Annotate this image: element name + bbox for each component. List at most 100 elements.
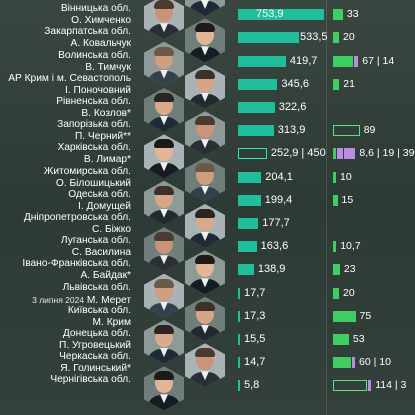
- person-name: П. Угровецький: [59, 340, 131, 351]
- chart-row: Житомирська обл. О. Білошицький 204,1 10: [0, 157, 415, 202]
- person-label: О. Білошицький: [0, 178, 131, 190]
- person-name: В. Лимар*: [83, 154, 131, 166]
- value-label: 5,8: [244, 379, 260, 392]
- value-bar: [238, 9, 324, 21]
- row-label: АР Крим і м. Севастополь І. Поночовний: [0, 73, 131, 97]
- secondary-label: 67 | 14: [362, 54, 395, 67]
- value-label: 313,9: [277, 124, 306, 137]
- portrait-hair: [154, 139, 174, 149]
- value-label: 345,6: [281, 77, 309, 90]
- person-label: Я. Голинський*: [0, 363, 131, 375]
- secondary-label: 8,6 | 19 | 39: [359, 147, 415, 160]
- person-label: І. Домущей: [0, 201, 131, 213]
- portrait-hair: [195, 116, 215, 126]
- row-label: Івано-Франківська обл. А. Байдак*: [0, 258, 131, 282]
- chart-row: Черкаська обл. Я. Голинський* 14,7 60 | 10: [0, 343, 415, 388]
- person-name: С. Василина: [71, 247, 131, 259]
- person-name: М. Крим: [92, 316, 131, 328]
- person-label: С. Василина: [0, 247, 131, 259]
- value-label: 163,6: [260, 240, 289, 253]
- row-label: Закарпатська обл. А. Ковальчук: [0, 26, 131, 50]
- secondary-label: 21: [343, 77, 355, 90]
- region-label: Одеська обл.: [68, 188, 131, 200]
- secondary-bar: [333, 357, 351, 369]
- chart-row: Київська обл. М. Крим 17,3 75: [0, 296, 415, 341]
- portrait-collar: [201, 232, 209, 241]
- secondary-bar: [333, 241, 337, 253]
- value-bar: [238, 102, 275, 113]
- value-label: 753,9: [256, 8, 284, 21]
- value-bar: [238, 171, 262, 183]
- row-label: Волинська обл. В. Тимчук: [0, 50, 131, 74]
- region-label: Чернігівська обл.: [50, 374, 131, 386]
- column-divider: [326, 0, 327, 415]
- secondary-label: 75: [359, 309, 372, 322]
- secondary-bar: [333, 194, 338, 206]
- value-label: 533,5: [300, 31, 328, 44]
- person-name: І. Домущей: [77, 200, 131, 212]
- portrait-hair: [195, 255, 215, 265]
- person-portrait-icon: [185, 250, 225, 295]
- row-label: Луганська обл. С. Василина: [0, 235, 131, 259]
- portrait-hair: [154, 325, 174, 334]
- region-label: Харківська обл.: [57, 142, 131, 154]
- region-label: Житомирська обл.: [43, 165, 131, 177]
- secondary-label: 20: [343, 286, 355, 299]
- chart-row: Волинська обл. В. Тимчук 419,7 67 | 14: [0, 41, 415, 86]
- value-label: 15,5: [244, 333, 266, 345]
- person-label: О. Химченко: [0, 15, 131, 27]
- secondary-label: 23: [343, 263, 356, 276]
- secondary-bar: [333, 148, 336, 160]
- value-label: 322,6: [278, 101, 307, 113]
- value-label: 419,7: [289, 54, 318, 67]
- person-label: П. Черний**: [0, 131, 131, 143]
- person-label: В. Лимар*: [0, 154, 131, 166]
- value-bar: [238, 241, 257, 253]
- region-label: Волинська обл.: [58, 49, 131, 61]
- row-label: Донецька обл. П. Угровецький: [0, 328, 131, 352]
- value-bar: [238, 357, 240, 369]
- person-name: В. Тимчук: [85, 61, 131, 73]
- secondary-label: 114 | 3: [375, 379, 407, 392]
- chart-row: Івано-Франківська обл. А. Байдак* 138,9 23: [0, 250, 415, 295]
- person-label: В. Тимчук: [0, 62, 131, 74]
- portrait-collar: [201, 371, 209, 381]
- row-label: Запорізька обл. П. Черний**: [0, 119, 131, 143]
- secondary-label: 10,7: [340, 240, 361, 253]
- value-label: 177,7: [262, 217, 290, 229]
- region-label: Черкаська обл.: [59, 351, 131, 363]
- region-label: Рівненська обл.: [56, 96, 131, 107]
- value-bar: [238, 148, 267, 160]
- person-label: 3 липня 2024 М. Мерет: [0, 294, 131, 307]
- person-portrait-icon: [144, 41, 184, 86]
- chart-row: Запорізька обл. П. Черний** 313,9 89: [0, 111, 415, 156]
- value-label: 252,9 | 450: [270, 147, 326, 160]
- person-portrait-icon: [185, 343, 225, 388]
- person-label: І. Поночовний: [0, 85, 131, 97]
- value-bar: [238, 334, 240, 345]
- secondary-bar: [333, 55, 354, 67]
- portrait-collar: [201, 92, 209, 102]
- secondary-bar: [333, 125, 360, 137]
- portrait-hair: [154, 185, 174, 195]
- portrait-collar: [201, 0, 209, 9]
- value-bar: [238, 194, 261, 206]
- region-label: Дніпропетровська обл.: [23, 212, 131, 223]
- portrait-hair: [154, 232, 174, 242]
- region-label: Вінницька обл.: [60, 3, 131, 15]
- value-bar: [238, 55, 286, 67]
- portrait-collar: [201, 278, 209, 288]
- value-bar: [238, 32, 299, 44]
- portrait-hair: [154, 0, 174, 10]
- value-bar: [238, 78, 278, 90]
- row-label: Дніпропетровська обл. С. Біжко: [0, 212, 131, 236]
- secondary-label: 89: [363, 124, 376, 137]
- person-portrait-icon: [185, 296, 225, 341]
- secondary-bar: [333, 287, 339, 299]
- region-label: Львівська обл.: [62, 281, 131, 293]
- value-bar: [238, 310, 240, 322]
- person-name: О. Білошицький: [55, 177, 131, 189]
- portrait-hair: [195, 23, 215, 33]
- date-note: 3 липня 2024: [32, 294, 85, 305]
